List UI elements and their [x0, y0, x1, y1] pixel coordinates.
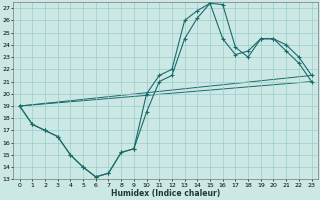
X-axis label: Humidex (Indice chaleur): Humidex (Indice chaleur) — [111, 189, 220, 198]
